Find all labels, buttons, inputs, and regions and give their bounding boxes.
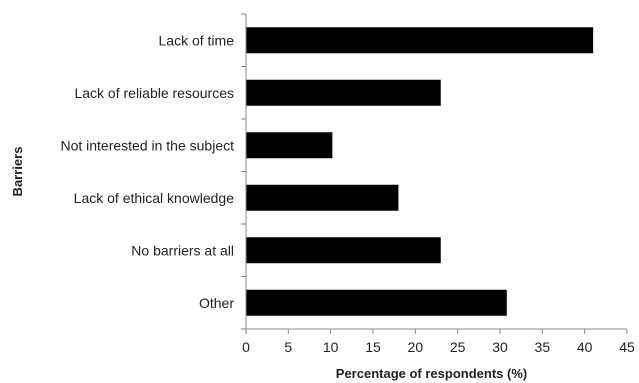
category-label: Lack of ethical knowledge	[74, 190, 235, 206]
bar	[246, 289, 507, 316]
y-axis-title: Barriers	[10, 147, 25, 197]
x-tick-label: 45	[619, 339, 635, 355]
x-tick-label: 10	[323, 339, 339, 355]
bar	[246, 27, 594, 54]
category-label: Not interested in the subject	[60, 137, 234, 153]
x-tick-label: 40	[577, 339, 593, 355]
x-tick-label: 25	[450, 339, 466, 355]
category-label: Lack of time	[159, 32, 235, 48]
x-tick-label: 0	[242, 339, 250, 355]
bars-layer	[246, 27, 594, 316]
category-label: No barriers at all	[131, 242, 234, 258]
x-axis-ticks: 0 5 10 15 20 25 30 35 40 45	[242, 329, 635, 355]
bar	[246, 237, 441, 264]
x-tick-label: 5	[284, 339, 292, 355]
bar	[246, 184, 399, 211]
x-tick-label: 30	[492, 339, 508, 355]
bar	[246, 79, 441, 106]
x-axis	[245, 14, 627, 330]
x-axis-title: Percentage of respondents (%)	[336, 366, 527, 381]
category-label: Other	[199, 295, 234, 311]
category-label: Lack of reliable resources	[74, 85, 234, 101]
x-tick-label: 20	[408, 339, 424, 355]
bar	[246, 132, 333, 159]
x-tick-label: 35	[535, 339, 551, 355]
x-tick-label: 15	[365, 339, 381, 355]
category-labels: Lack of time Lack of reliable resources No…	[60, 13, 246, 330]
